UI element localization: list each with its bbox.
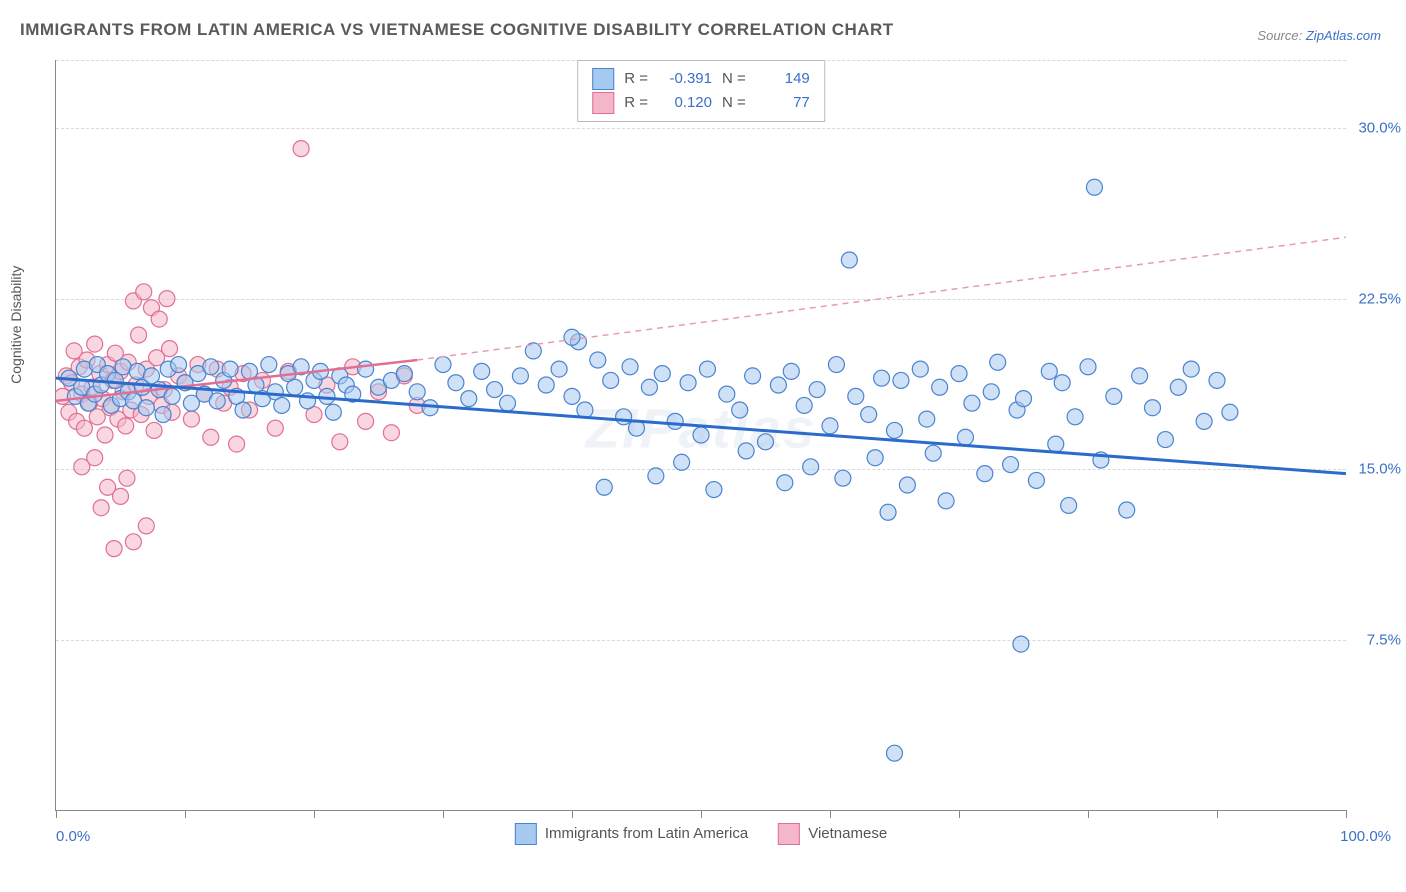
scatter-svg [56, 60, 1346, 810]
series-legend: Immigrants from Latin America Vietnamese [515, 823, 887, 845]
x-tick [701, 810, 702, 818]
n-value-viet: 77 [756, 91, 810, 115]
x-tick [830, 810, 831, 818]
x-tick [1217, 810, 1218, 818]
legend-item-latin: Immigrants from Latin America [515, 823, 748, 845]
legend-row-viet: R = 0.120 N = 77 [592, 91, 810, 115]
correlation-legend: R = -0.391 N = 149 R = 0.120 N = 77 [577, 60, 825, 122]
x-tick [185, 810, 186, 818]
n-value-latin: 149 [756, 67, 810, 91]
swatch-viet-icon [592, 92, 614, 114]
source-label: Source: [1257, 28, 1302, 43]
r-value-viet: 0.120 [658, 91, 712, 115]
y-tick-label: 15.0% [1358, 461, 1401, 478]
swatch-latin-icon [592, 68, 614, 90]
y-tick-label: 7.5% [1367, 631, 1401, 648]
x-axis-min-label: 0.0% [56, 828, 90, 845]
x-tick [56, 810, 57, 818]
x-tick [572, 810, 573, 818]
swatch-latin-icon [515, 823, 537, 845]
y-axis-title: Cognitive Disability [8, 266, 24, 384]
y-tick-label: 22.5% [1358, 290, 1401, 307]
legend-item-viet: Vietnamese [778, 823, 887, 845]
x-tick [1346, 810, 1347, 818]
x-tick [1088, 810, 1089, 818]
x-axis-max-label: 100.0% [1340, 828, 1391, 845]
chart-plot-area: ZIPatlas Cognitive Disability R = -0.391… [55, 60, 1346, 811]
n-label: N = [722, 91, 746, 115]
legend-label-viet: Vietnamese [808, 825, 887, 842]
source-link[interactable]: ZipAtlas.com [1306, 28, 1381, 43]
legend-row-latin: R = -0.391 N = 149 [592, 67, 810, 91]
r-label: R = [624, 91, 648, 115]
source-attribution: Source: ZipAtlas.com [1257, 28, 1381, 43]
chart-title: IMMIGRANTS FROM LATIN AMERICA VS VIETNAM… [20, 20, 894, 40]
x-tick [443, 810, 444, 818]
x-tick [314, 810, 315, 818]
n-label: N = [722, 67, 746, 91]
r-value-latin: -0.391 [658, 67, 712, 91]
y-tick-label: 30.0% [1358, 120, 1401, 137]
x-tick [959, 810, 960, 818]
legend-label-latin: Immigrants from Latin America [545, 825, 748, 842]
r-label: R = [624, 67, 648, 91]
swatch-viet-icon [778, 823, 800, 845]
